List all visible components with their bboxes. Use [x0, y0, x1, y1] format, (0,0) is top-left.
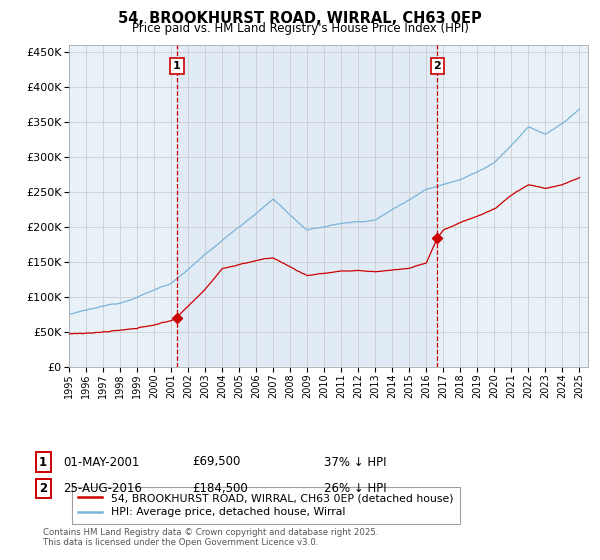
Text: £69,500: £69,500 [192, 455, 241, 469]
Text: 1: 1 [173, 61, 181, 71]
Text: 26% ↓ HPI: 26% ↓ HPI [324, 482, 386, 495]
Text: 2: 2 [434, 61, 441, 71]
Text: £184,500: £184,500 [192, 482, 248, 495]
Text: 1: 1 [39, 455, 47, 469]
Text: 25-AUG-2016: 25-AUG-2016 [63, 482, 142, 495]
Text: 2: 2 [39, 482, 47, 495]
Bar [177, 45, 437, 367]
Text: 37% ↓ HPI: 37% ↓ HPI [324, 455, 386, 469]
Text: Contains HM Land Registry data © Crown copyright and database right 2025.
This d: Contains HM Land Registry data © Crown c… [43, 528, 379, 547]
Text: Price paid vs. HM Land Registry's House Price Index (HPI): Price paid vs. HM Land Registry's House … [131, 22, 469, 35]
Legend: 54, BROOKHURST ROAD, WIRRAL, CH63 0EP (detached house), HPI: Average price, deta: 54, BROOKHURST ROAD, WIRRAL, CH63 0EP (d… [72, 487, 460, 524]
Text: 54, BROOKHURST ROAD, WIRRAL, CH63 0EP: 54, BROOKHURST ROAD, WIRRAL, CH63 0EP [118, 11, 482, 26]
Text: 01-MAY-2001: 01-MAY-2001 [63, 455, 139, 469]
